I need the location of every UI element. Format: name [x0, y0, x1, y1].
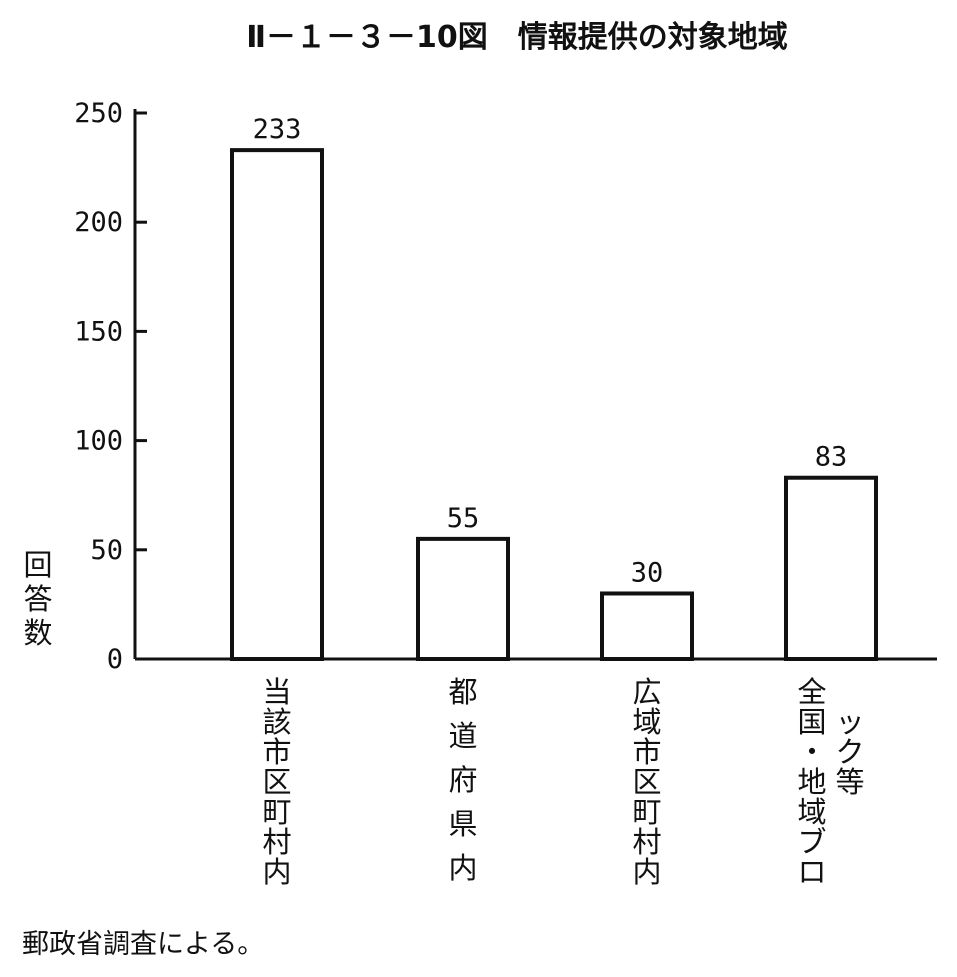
y-tick-label: 100 — [74, 426, 123, 457]
source-note: 郵政省調査による。 — [22, 929, 264, 960]
category-label: 広域市区町村内 — [632, 675, 661, 889]
category-labels: 当該市区町村内 都道府県内 広域市区町村内 全国・地域ブロック等 — [262, 675, 864, 889]
data-label: 83 — [815, 442, 848, 473]
y-tick-label: 250 — [74, 98, 123, 129]
chart-title: Ⅱ－１－３－10図 情報提供の対象地域 — [246, 20, 788, 55]
bar — [416, 536, 510, 662]
y-axis-label: 回答数 — [23, 548, 52, 650]
y-tick-label: 50 — [90, 535, 123, 566]
y-tick-label: 200 — [74, 207, 123, 238]
bar — [784, 475, 878, 661]
y-ticks: 0 50 100 150 200 250 — [74, 98, 147, 675]
y-tick-label: 150 — [74, 316, 123, 347]
data-label: 30 — [631, 557, 664, 588]
bars — [230, 148, 878, 662]
data-label: 233 — [253, 114, 302, 145]
category-label: 都道府県内 — [448, 675, 477, 885]
y-tick-label: 0 — [107, 644, 123, 675]
category-label: 全国・地域ブロック等 — [797, 675, 864, 889]
category-label: 当該市区町村内 — [262, 675, 291, 889]
data-label: 55 — [447, 503, 480, 534]
bar — [600, 591, 694, 661]
data-labels: 233 55 30 83 — [253, 114, 848, 588]
bar — [230, 148, 324, 662]
